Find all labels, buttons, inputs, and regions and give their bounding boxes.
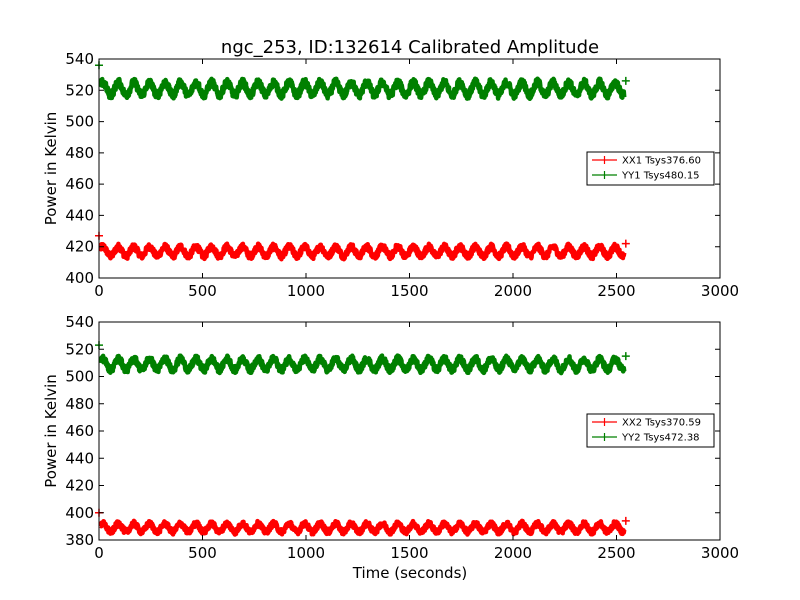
y-tick-label: 500 bbox=[65, 113, 94, 131]
legend-swatch bbox=[592, 433, 617, 441]
y-tick-label: 480 bbox=[65, 395, 94, 413]
legend-label: YY2 Tsys472.38 bbox=[621, 433, 700, 444]
x-tick-label: 500 bbox=[188, 544, 217, 562]
legend-box bbox=[586, 151, 715, 186]
x-tick-label: 2500 bbox=[597, 544, 635, 562]
x-tick-label: 1500 bbox=[390, 544, 428, 562]
x-tick-label: 2000 bbox=[494, 282, 532, 300]
x-tick-label: 1500 bbox=[390, 282, 428, 300]
y-tick-label: 420 bbox=[65, 238, 94, 256]
x-tick-label: 0 bbox=[94, 282, 104, 300]
legend-swatch bbox=[592, 171, 617, 179]
legend-label: YY1 Tsys480.15 bbox=[621, 171, 700, 182]
y-tick-label: 440 bbox=[65, 449, 94, 467]
chart-title: ngc_253, ID:132614 Calibrated Amplitude bbox=[221, 37, 599, 58]
y-tick-label: 440 bbox=[65, 206, 94, 224]
outlier-marker bbox=[621, 76, 630, 85]
x-tick-label: 3000 bbox=[701, 544, 739, 562]
y-axis-label: Power in Kelvin bbox=[42, 112, 60, 226]
legend-label: XX2 Tsys370.59 bbox=[622, 418, 701, 429]
legend-box bbox=[586, 413, 715, 448]
outlier-marker bbox=[621, 352, 630, 361]
y-tick-label: 540 bbox=[65, 313, 94, 331]
x-tick-label: 2000 bbox=[494, 544, 532, 562]
y-tick-label: 380 bbox=[65, 531, 94, 549]
y-tick-label: 400 bbox=[65, 269, 94, 287]
y-tick-label: 520 bbox=[65, 340, 94, 358]
x-tick-label: 500 bbox=[188, 282, 217, 300]
x-tick-label: 0 bbox=[94, 544, 104, 562]
legend-swatch bbox=[592, 418, 617, 426]
x-axis-label: Time (seconds) bbox=[352, 564, 468, 582]
x-tick-label: 1000 bbox=[287, 282, 325, 300]
legend: XX2 Tsys370.59 YY2 Tsys472.38 bbox=[586, 413, 715, 448]
legend: XX1 Tsys376.60 YY1 Tsys480.15 bbox=[586, 151, 715, 186]
top-subplot: 0 500 1000 1500 2000 2500 3000 400 420 440 460 480 5… bbox=[42, 50, 739, 300]
y-tick-label: 460 bbox=[65, 422, 94, 440]
series-line-xx bbox=[99, 518, 627, 537]
y-tick-label: 460 bbox=[65, 175, 94, 193]
y-axis-label: Power in Kelvin bbox=[42, 374, 60, 488]
series-line-yy bbox=[99, 353, 627, 376]
y-tick-label: 480 bbox=[65, 144, 94, 162]
outlier-marker bbox=[621, 516, 630, 525]
y-tick-label: 400 bbox=[65, 504, 94, 522]
series-line-yy bbox=[99, 76, 627, 102]
x-tick-label: 3000 bbox=[701, 282, 739, 300]
legend-label: XX1 Tsys376.60 bbox=[622, 156, 701, 167]
x-tick-label: 1000 bbox=[287, 544, 325, 562]
x-tick-label: 2500 bbox=[597, 282, 635, 300]
bottom-subplot: 0 500 1000 1500 2000 2500 3000 380 400 420 440 460 4… bbox=[42, 313, 739, 562]
y-tick-label: 520 bbox=[65, 81, 94, 99]
outlier-marker bbox=[621, 239, 630, 248]
series-line-xx bbox=[99, 241, 627, 262]
y-tick-label: 420 bbox=[65, 477, 94, 495]
legend-swatch bbox=[592, 156, 617, 164]
y-tick-label: 540 bbox=[65, 50, 94, 68]
y-tick-label: 500 bbox=[65, 368, 94, 386]
